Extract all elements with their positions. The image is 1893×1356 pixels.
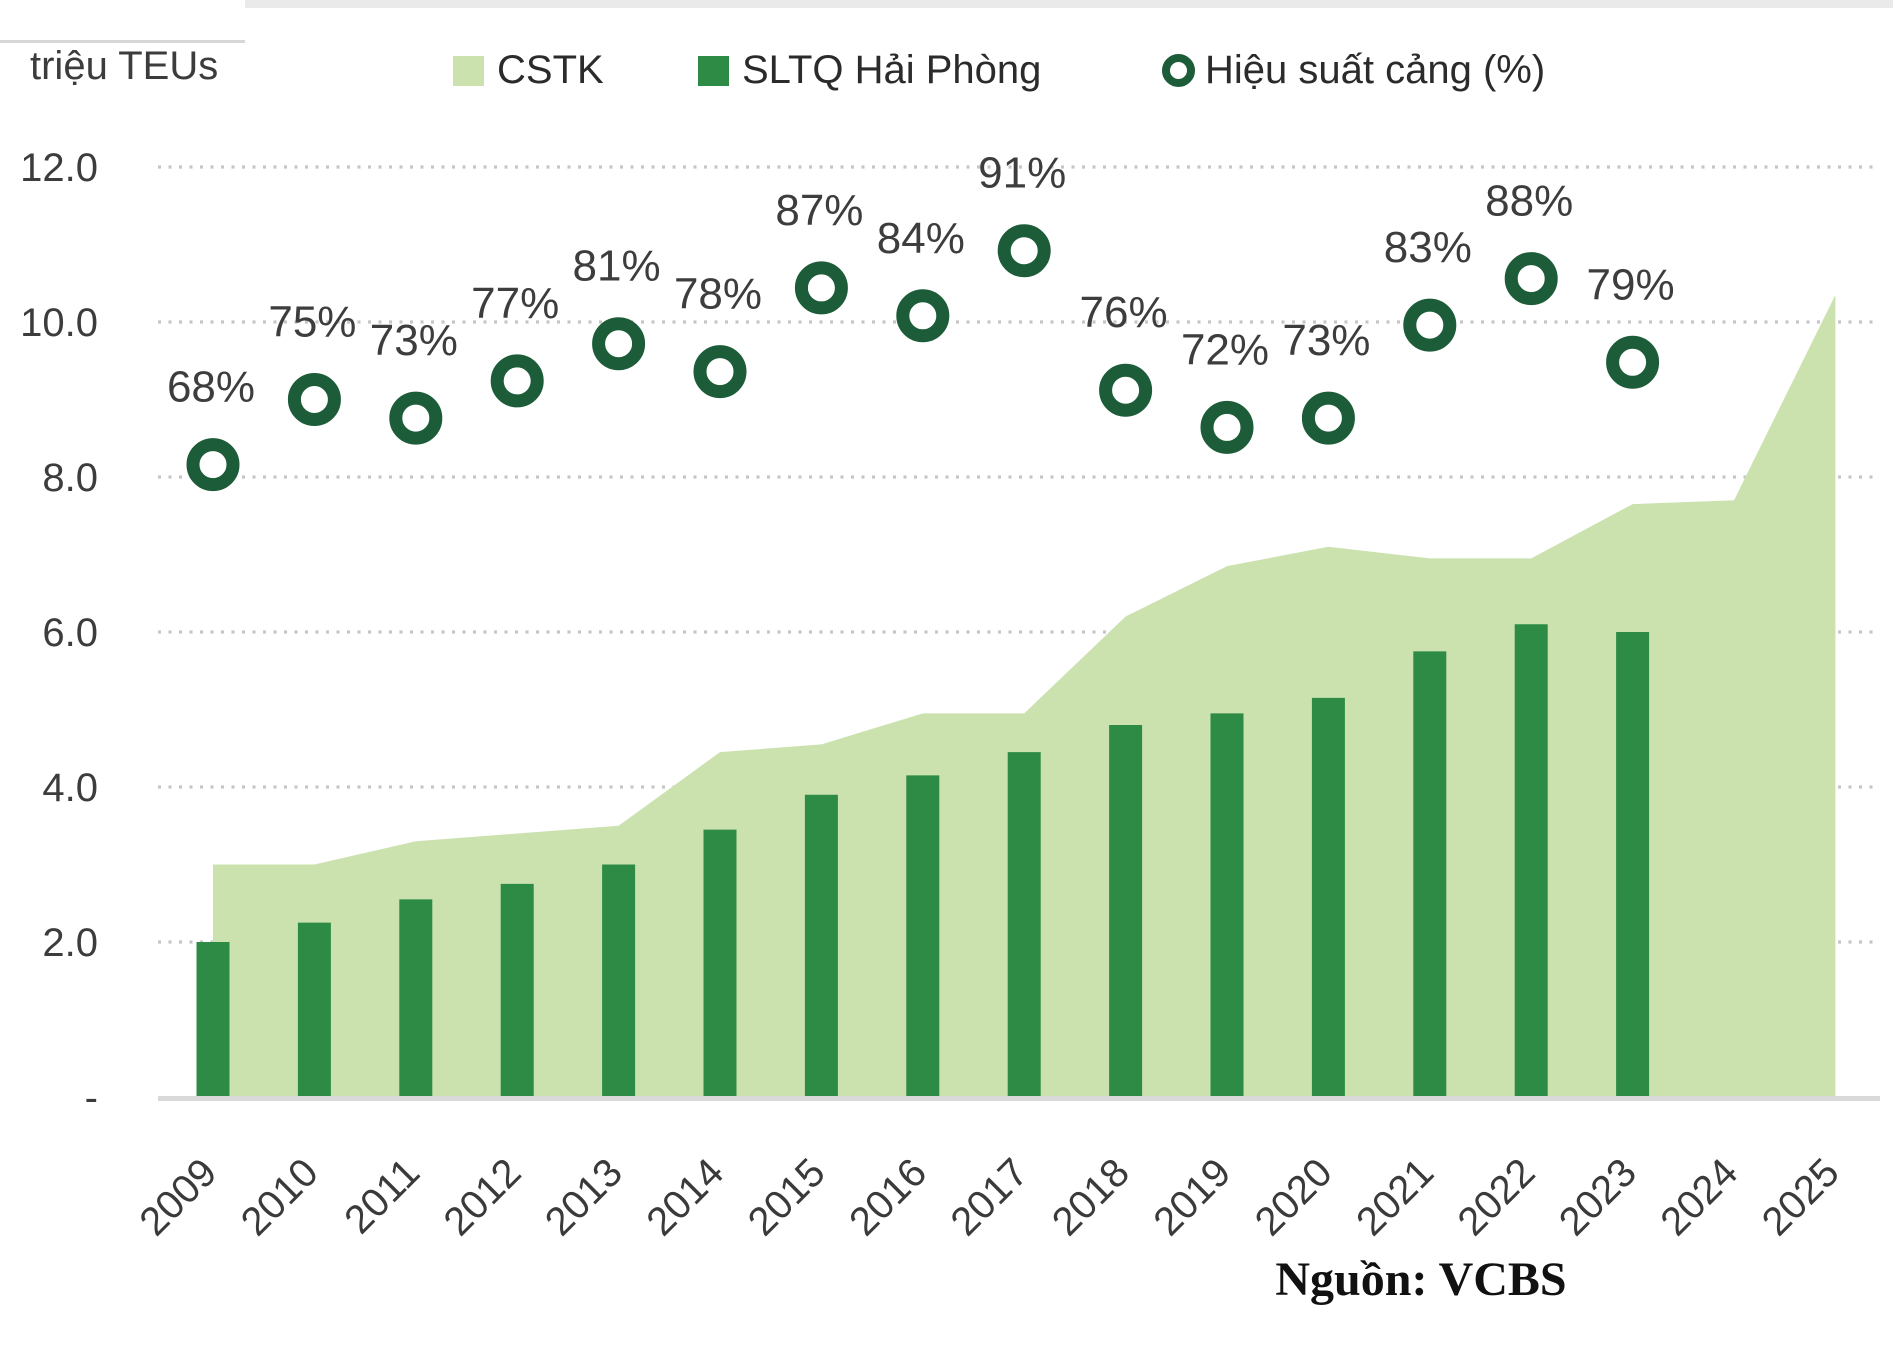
- y-tick-label: 8.0: [42, 456, 98, 500]
- y-tick-label: 2.0: [42, 921, 98, 965]
- efficiency-ring-2020: [1301, 391, 1355, 445]
- y-tick-label: 4.0: [42, 766, 98, 810]
- top-decorative-strip: [245, 0, 1893, 8]
- bar-2009: [196, 942, 230, 1097]
- cstk-area-swatch-icon: [453, 55, 484, 86]
- efficiency-label-2016: 84%: [877, 214, 965, 263]
- efficiency-ring-2009: [186, 438, 240, 492]
- legend-item-hieu-suat: Hiệu suất cảng (%): [1162, 48, 1545, 93]
- x-tick-label: 2024: [1652, 1150, 1746, 1244]
- x-tick-label: 2019: [1145, 1150, 1239, 1244]
- bar-2013: [602, 864, 636, 1097]
- bar-2023: [1616, 632, 1650, 1097]
- source-note: Nguồn: VCBS: [1275, 1253, 1567, 1306]
- efficiency-ring-2015: [794, 261, 848, 315]
- efficiency-ring-2016: [896, 289, 950, 343]
- y-tick-label: 12.0: [20, 146, 98, 190]
- efficiency-ring-2023: [1606, 335, 1660, 389]
- x-axis-line: [158, 1096, 1880, 1101]
- x-tick-label: 2022: [1450, 1150, 1544, 1244]
- efficiency-ring-2011: [389, 391, 443, 445]
- bar-2016: [906, 775, 940, 1097]
- efficiency-ring-2018: [1099, 363, 1153, 417]
- legend-label-cstk: CSTK: [497, 48, 604, 92]
- top-left-divider-line: [0, 40, 245, 43]
- efficiency-label-2010: 75%: [268, 298, 356, 347]
- x-tick-label: 2021: [1348, 1150, 1442, 1244]
- efficiency-ring-2012: [490, 354, 544, 408]
- legend-label-hieu-suat: Hiệu suất cảng (%): [1205, 48, 1546, 92]
- efficiency-ring-2022: [1504, 252, 1558, 306]
- efficiency-ring-2017: [997, 224, 1051, 278]
- x-tick-label: 2016: [841, 1150, 935, 1244]
- bar-2017: [1007, 752, 1041, 1097]
- x-tick-label: 2023: [1551, 1150, 1645, 1244]
- efficiency-label-2022: 88%: [1485, 177, 1573, 226]
- sltq-bar-swatch-icon: [698, 55, 729, 86]
- efficiency-ring-2013: [592, 317, 646, 371]
- efficiency-ring-2010: [287, 373, 341, 426]
- bar-2021: [1413, 651, 1447, 1097]
- y-tick-label: -: [85, 1076, 98, 1120]
- bar-2010: [297, 922, 331, 1097]
- legend: CSTK SLTQ Hải Phòng Hiệu suất cảng (%): [0, 0, 1893, 100]
- efficiency-ring-2021: [1403, 298, 1457, 352]
- x-tick-label: 2018: [1044, 1150, 1138, 1244]
- bar-2019: [1210, 713, 1244, 1097]
- efficiency-label-2023: 79%: [1587, 260, 1675, 309]
- x-tick-label: 2014: [638, 1150, 732, 1244]
- x-tick-label: 2011: [336, 1150, 428, 1242]
- efficiency-label-2012: 77%: [471, 279, 559, 328]
- efficiency-label-2020: 73%: [1282, 316, 1370, 365]
- bar-2012: [500, 883, 534, 1097]
- x-tick-label: 2012: [436, 1150, 530, 1244]
- bar-2011: [399, 899, 433, 1097]
- y-tick-label: 6.0: [42, 611, 98, 655]
- efficiency-label-2011: 73%: [370, 316, 458, 365]
- efficiency-label-2018: 76%: [1080, 288, 1168, 337]
- x-tick-label: 2017: [943, 1150, 1037, 1244]
- x-tick-label: 2020: [1247, 1150, 1341, 1244]
- efficiency-label-2009: 68%: [167, 363, 255, 412]
- bar-2020: [1311, 697, 1345, 1097]
- x-tick-label: 2010: [233, 1150, 327, 1244]
- legend-item-sltq: SLTQ Hải Phòng: [698, 48, 1041, 93]
- efficiency-label-2015: 87%: [775, 186, 863, 235]
- x-tick-label: 2013: [537, 1150, 631, 1244]
- legend-item-cstk: CSTK: [453, 48, 604, 93]
- bar-2022: [1514, 624, 1548, 1097]
- efficiency-ring-2014: [693, 345, 747, 399]
- bar-2014: [703, 829, 737, 1097]
- bar-2015: [804, 794, 838, 1097]
- efficiency-label-2013: 81%: [573, 242, 661, 291]
- efficiency-label-2017: 91%: [978, 149, 1066, 198]
- x-tick-label: 2015: [740, 1150, 834, 1244]
- ring-marker-icon: [1162, 54, 1195, 87]
- efficiency-label-2021: 83%: [1384, 223, 1472, 272]
- bar-2018: [1109, 725, 1143, 1097]
- y-axis-unit-label: triệu TEUs: [30, 44, 219, 88]
- x-tick-label: 2009: [131, 1150, 225, 1244]
- x-tick-label: 2025: [1754, 1150, 1848, 1244]
- legend-label-sltq: SLTQ Hải Phòng: [742, 48, 1042, 92]
- y-tick-label: 10.0: [20, 301, 98, 345]
- efficiency-label-2014: 78%: [674, 270, 762, 319]
- efficiency-ring-2019: [1200, 400, 1254, 454]
- efficiency-label-2019: 72%: [1181, 325, 1269, 374]
